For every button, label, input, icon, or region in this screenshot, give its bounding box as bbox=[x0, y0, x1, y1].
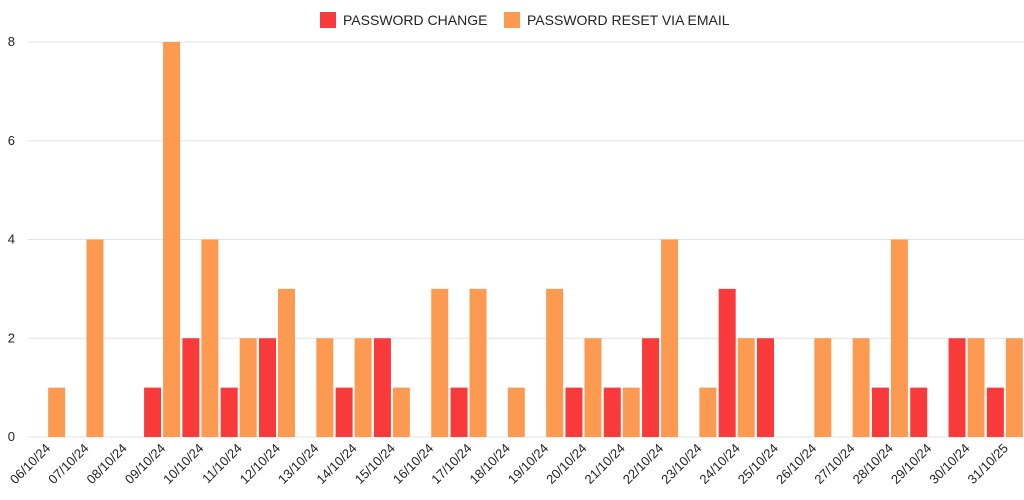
bar-password-change-11/10/24 bbox=[220, 387, 238, 437]
bar-password-reset-via-email-19/10/24 bbox=[546, 288, 564, 437]
bar-password-reset-via-email-22/10/24 bbox=[661, 239, 679, 437]
x-tick-label-12/10/24: 12/10/24 bbox=[237, 441, 283, 487]
x-tick-label-08/10/24: 08/10/24 bbox=[83, 441, 129, 487]
bar-password-change-31/10/25 bbox=[986, 387, 1004, 437]
y-tick-label-4: 4 bbox=[8, 232, 15, 247]
x-tick-label-31/10/25: 31/10/25 bbox=[965, 441, 1011, 487]
bar-password-reset-via-email-09/10/24 bbox=[163, 42, 181, 437]
bar-password-reset-via-email-15/10/24 bbox=[392, 387, 410, 437]
bar-password-change-30/10/24 bbox=[948, 338, 966, 437]
bar-password-reset-via-email-07/10/24 bbox=[86, 239, 104, 437]
x-tick-label-30/10/24: 30/10/24 bbox=[926, 441, 972, 487]
bar-password-reset-via-email-12/10/24 bbox=[278, 288, 295, 437]
x-tick-label-17/10/24: 17/10/24 bbox=[428, 441, 474, 487]
bar-password-change-29/10/24 bbox=[910, 387, 928, 437]
bar-password-change-09/10/24 bbox=[144, 387, 162, 437]
x-tick-label-25/10/24: 25/10/24 bbox=[735, 441, 781, 487]
bar-password-change-10/10/24 bbox=[182, 338, 200, 437]
bar-password-change-21/10/24 bbox=[603, 387, 621, 437]
bar-password-change-28/10/24 bbox=[871, 387, 889, 437]
bar-password-change-17/10/24 bbox=[450, 387, 468, 437]
x-axis: 06/10/2407/10/2408/10/2409/10/2410/10/24… bbox=[7, 441, 1011, 487]
legend-swatch-password-change bbox=[320, 12, 336, 28]
bar-password-reset-via-email-26/10/24 bbox=[814, 338, 832, 437]
x-tick-label-06/10/24: 06/10/24 bbox=[7, 441, 53, 487]
bars bbox=[48, 42, 1023, 437]
legend-label-password-reset-via-email: PASSWORD RESET VIA EMAIL bbox=[527, 12, 730, 28]
bar-password-reset-via-email-16/10/24 bbox=[431, 288, 449, 437]
x-tick-label-20/10/24: 20/10/24 bbox=[543, 441, 589, 487]
bar-password-reset-via-email-18/10/24 bbox=[507, 387, 525, 437]
x-tick-label-11/10/24: 11/10/24 bbox=[199, 441, 245, 487]
y-axis: 0 2 4 6 8 bbox=[8, 34, 15, 444]
x-tick-label-26/10/24: 26/10/24 bbox=[773, 441, 819, 487]
x-tick-label-07/10/24: 07/10/24 bbox=[45, 441, 91, 487]
x-tick-label-21/10/24: 21/10/24 bbox=[581, 441, 627, 487]
bar-password-reset-via-email-31/10/25 bbox=[1005, 338, 1023, 437]
legend-swatch-password-reset-via-email bbox=[504, 12, 520, 28]
y-tick-label-2: 2 bbox=[8, 330, 15, 345]
bar-password-reset-via-email-10/10/24 bbox=[201, 239, 219, 437]
x-tick-label-15/10/24: 15/10/24 bbox=[352, 441, 398, 487]
x-tick-label-09/10/24: 09/10/24 bbox=[122, 441, 168, 487]
x-tick-label-27/10/24: 27/10/24 bbox=[811, 441, 857, 487]
y-tick-label-8: 8 bbox=[8, 34, 15, 49]
x-tick-label-28/10/24: 28/10/24 bbox=[850, 441, 896, 487]
x-tick-label-18/10/24: 18/10/24 bbox=[467, 441, 513, 487]
x-tick-label-10/10/24: 10/10/24 bbox=[160, 441, 206, 487]
bar-password-change-15/10/24 bbox=[373, 338, 391, 437]
bar-password-reset-via-email-17/10/24 bbox=[469, 288, 487, 437]
bar-password-change-24/10/24 bbox=[718, 288, 736, 437]
x-tick-label-13/10/24: 13/10/24 bbox=[275, 441, 321, 487]
bar-password-reset-via-email-06/10/24 bbox=[48, 387, 66, 437]
bar-password-reset-via-email-28/10/24 bbox=[890, 239, 908, 437]
x-tick-label-22/10/24: 22/10/24 bbox=[620, 441, 666, 487]
x-tick-label-29/10/24: 29/10/24 bbox=[888, 441, 934, 487]
bar-password-reset-via-email-14/10/24 bbox=[354, 338, 372, 437]
bar-password-reset-via-email-27/10/24 bbox=[852, 338, 870, 437]
bar-password-reset-via-email-20/10/24 bbox=[584, 338, 602, 437]
legend-label-password-change: PASSWORD CHANGE bbox=[343, 12, 487, 28]
bar-password-reset-via-email-23/10/24 bbox=[699, 387, 717, 437]
y-tick-label-6: 6 bbox=[8, 133, 15, 148]
bar-password-reset-via-email-24/10/24 bbox=[737, 338, 755, 437]
x-tick-label-24/10/24: 24/10/24 bbox=[696, 441, 742, 487]
legend: PASSWORD CHANGE PASSWORD RESET VIA EMAIL bbox=[320, 12, 730, 28]
bar-password-reset-via-email-13/10/24 bbox=[316, 338, 334, 437]
bar-password-change-12/10/24 bbox=[259, 338, 276, 437]
bar-password-change-25/10/24 bbox=[757, 338, 774, 437]
x-tick-label-14/10/24: 14/10/24 bbox=[313, 441, 359, 487]
y-tick-label-0: 0 bbox=[8, 429, 15, 444]
bar-password-change-20/10/24 bbox=[565, 387, 583, 437]
bar-password-change-22/10/24 bbox=[642, 338, 660, 437]
x-tick-label-23/10/24: 23/10/24 bbox=[658, 441, 704, 487]
bar-password-reset-via-email-11/10/24 bbox=[239, 338, 257, 437]
bar-password-reset-via-email-21/10/24 bbox=[622, 387, 640, 437]
bar-password-reset-via-email-30/10/24 bbox=[967, 338, 985, 437]
x-tick-label-16/10/24: 16/10/24 bbox=[390, 441, 436, 487]
bar-password-change-14/10/24 bbox=[335, 387, 353, 437]
x-tick-label-19/10/24: 19/10/24 bbox=[505, 441, 551, 487]
